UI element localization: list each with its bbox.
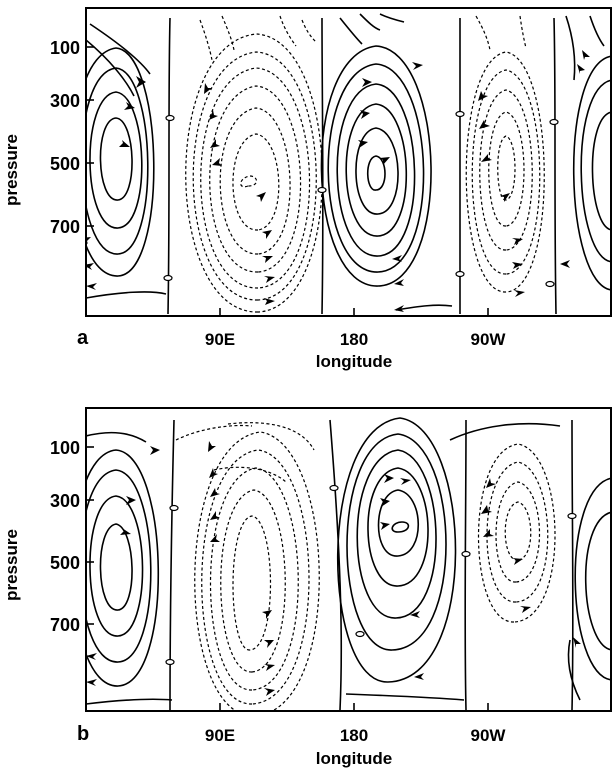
panel-b-xtick-90w: 90W <box>471 726 507 745</box>
panel-b: 100 300 500 700 pressure b 90E 180 90W l… <box>2 407 612 768</box>
panel-b-middle-solid-cell <box>336 417 465 701</box>
panel-a-arrows <box>86 50 590 312</box>
panel-b-contours <box>86 417 611 711</box>
panel-b-right-solid-cell <box>449 422 611 701</box>
panel-b-xtick-180: 180 <box>340 726 368 745</box>
panel-a-xlabel: longitude <box>316 352 392 371</box>
panel-a-ytick-300: 300 <box>50 91 80 111</box>
panel-a-contours <box>86 13 611 315</box>
panel-b-xlabel: longitude <box>316 749 392 768</box>
panel-a-left-dashed-cell <box>185 15 323 313</box>
panel-a-left-solid-cell <box>86 23 167 299</box>
panel-a-xtick-180: 180 <box>340 330 368 349</box>
panel-b-left-solid-cell <box>86 431 173 705</box>
panel-a-middle-solid-cell <box>320 13 453 311</box>
panel-b-arrows <box>86 441 581 696</box>
panel-a-ticks <box>86 46 489 316</box>
panel-b-ytick-100: 100 <box>50 438 80 458</box>
panel-b-right-dashed-cell <box>478 443 556 623</box>
panel-b-xtick-90e: 90E <box>205 726 235 745</box>
panel-a-right-solid-cell <box>565 15 611 291</box>
panel-a-zero-lines <box>163 17 559 315</box>
panel-b-frame <box>85 407 612 712</box>
panel-a: 100 300 500 700 pressure a 90E 180 90W l… <box>2 7 612 371</box>
panel-b-ytick-500: 500 <box>50 553 80 573</box>
panel-a-xtick-90w: 90W <box>471 330 507 349</box>
panel-a-label: a <box>77 327 89 349</box>
panel-a-ytick-700: 700 <box>50 217 80 237</box>
panel-b-label: b <box>77 723 89 745</box>
panel-b-ticks <box>86 446 489 711</box>
panel-b-ytick-700: 700 <box>50 615 80 635</box>
panel-b-left-dashed-cell <box>175 422 320 711</box>
panel-a-frame <box>85 7 612 317</box>
panel-b-ylabel: pressure <box>2 529 21 601</box>
panel-a-ytick-100: 100 <box>50 38 80 58</box>
panel-b-zero-lines <box>165 419 577 711</box>
panel-a-ytick-500: 500 <box>50 154 80 174</box>
panel-a-ylabel: pressure <box>2 134 21 206</box>
panel-b-ytick-300: 300 <box>50 491 80 511</box>
panel-a-right-dashed-cell <box>465 15 545 293</box>
panel-a-xtick-90e: 90E <box>205 330 235 349</box>
